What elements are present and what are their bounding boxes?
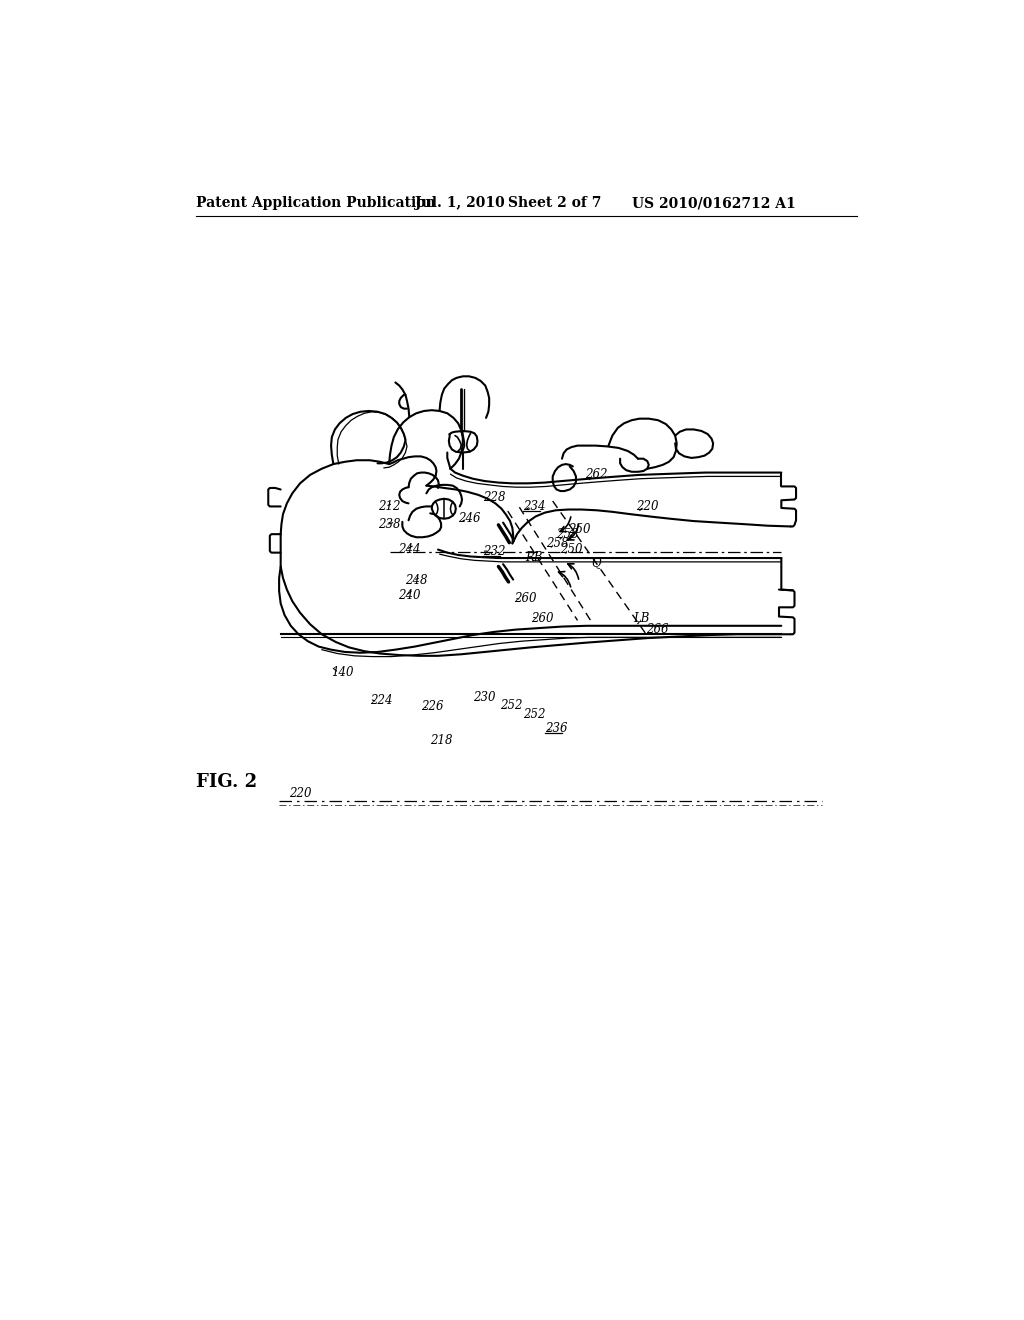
Text: FIG. 2: FIG. 2 — [197, 774, 257, 791]
Text: US 2010/0162712 A1: US 2010/0162712 A1 — [632, 197, 796, 210]
Text: 230: 230 — [473, 690, 496, 704]
Text: Patent Application Publication: Patent Application Publication — [197, 197, 436, 210]
Text: 246: 246 — [458, 512, 480, 525]
Text: 260: 260 — [514, 593, 537, 606]
Text: Q: Q — [592, 556, 601, 569]
Text: 250: 250 — [560, 543, 583, 556]
Text: 140: 140 — [331, 667, 353, 680]
Text: 252: 252 — [500, 698, 522, 711]
Text: 240: 240 — [397, 589, 420, 602]
Text: 260: 260 — [531, 612, 554, 626]
Text: 248: 248 — [406, 574, 428, 587]
Text: 218: 218 — [430, 734, 453, 747]
Text: 220: 220 — [289, 787, 311, 800]
Text: 212: 212 — [378, 500, 400, 513]
Text: 252: 252 — [523, 708, 546, 721]
Text: 244: 244 — [397, 543, 420, 556]
Text: 232: 232 — [483, 545, 506, 557]
Text: 238: 238 — [378, 519, 400, 532]
Text: 220: 220 — [636, 500, 658, 513]
Text: 234: 234 — [523, 500, 546, 513]
Text: 226: 226 — [421, 700, 443, 713]
Text: 236: 236 — [545, 722, 567, 735]
Text: RB: RB — [524, 550, 543, 564]
Text: 266: 266 — [646, 623, 669, 636]
Text: 250: 250 — [568, 523, 591, 536]
Text: LB: LB — [633, 612, 649, 626]
Text: 228: 228 — [483, 491, 506, 504]
Text: Sheet 2 of 7: Sheet 2 of 7 — [508, 197, 601, 210]
Text: 258: 258 — [547, 537, 569, 550]
Text: 224: 224 — [370, 694, 392, 708]
Text: 258: 258 — [556, 528, 579, 541]
Text: 262: 262 — [586, 467, 608, 480]
Text: Jul. 1, 2010: Jul. 1, 2010 — [415, 197, 505, 210]
